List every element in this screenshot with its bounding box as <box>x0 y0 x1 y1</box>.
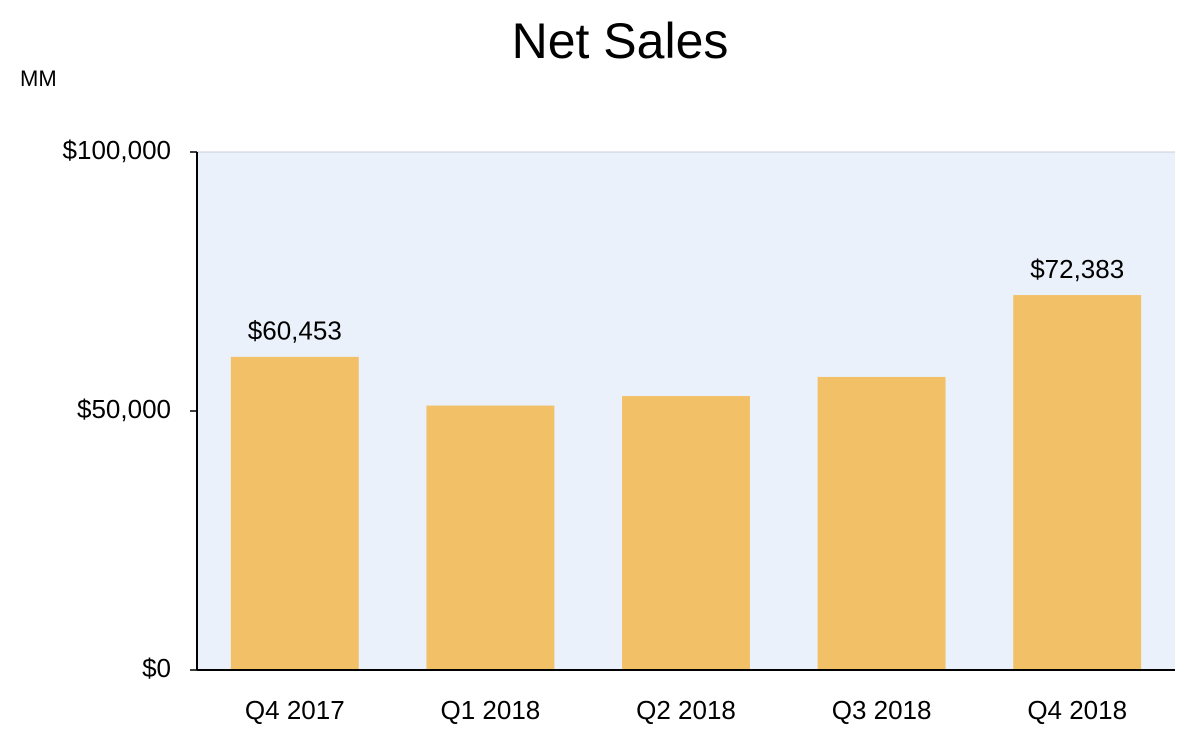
chart-title: Net Sales <box>512 13 729 69</box>
x-tick-label: Q1 2018 <box>441 695 541 725</box>
y-tick-label: $0 <box>142 653 171 683</box>
bar <box>1013 295 1142 670</box>
y-tick-label: $50,000 <box>77 394 171 424</box>
y-tick-label: $100,000 <box>63 135 171 165</box>
x-tick-label: Q2 2018 <box>636 695 736 725</box>
y-axis-unit: MM <box>20 66 57 91</box>
bar <box>622 396 750 670</box>
x-tick-label: Q4 2017 <box>245 695 345 725</box>
x-tick-label: Q3 2018 <box>832 695 932 725</box>
value-label: $72,383 <box>1030 254 1124 284</box>
x-tick-label: Q4 2018 <box>1027 695 1127 725</box>
bar <box>817 376 946 670</box>
bar <box>230 356 359 670</box>
value-label: $60,453 <box>248 316 342 346</box>
bar <box>426 405 555 670</box>
